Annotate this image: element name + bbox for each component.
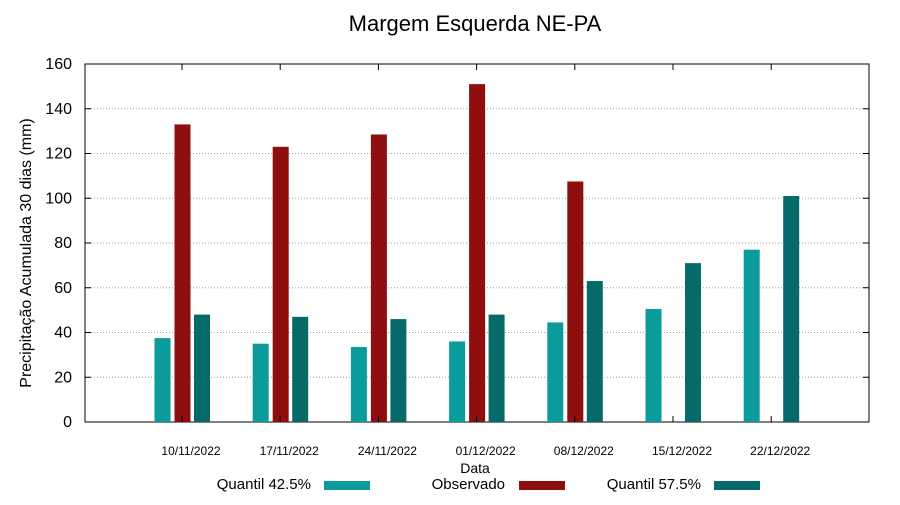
bar-observado-2	[370, 134, 387, 422]
x-tick-label: 22/12/2022	[750, 444, 810, 458]
bar-quantil-42-5-0	[154, 338, 171, 422]
legend-label: Observado	[432, 476, 505, 493]
y-tick-label: 40	[54, 325, 72, 342]
legend-swatch	[519, 481, 565, 490]
bar-quantil-42-5-2	[350, 347, 367, 422]
bar-quantil-57-5-4	[586, 281, 603, 422]
bar-quantil-42-5-4	[547, 322, 564, 422]
bar-quantil-42-5-6	[743, 249, 760, 422]
bar-quantil-57-5-6	[783, 196, 800, 422]
bar-quantil-42-5-5	[645, 309, 662, 422]
y-tick-label: 140	[45, 101, 72, 118]
bar-observado-4	[567, 181, 584, 422]
bar-quantil-57-5-2	[390, 319, 407, 422]
x-tick-label: 01/12/2022	[456, 444, 516, 458]
bar-quantil-57-5-0	[194, 314, 210, 422]
y-axis-label: Precipitação Acumulada 30 dias (mm)	[18, 118, 35, 387]
bar-quantil-57-5-3	[488, 314, 505, 422]
y-tick-label: 20	[54, 369, 72, 386]
x-tick-label: 08/12/2022	[554, 444, 614, 458]
bar-observado-0	[174, 124, 191, 422]
chart-title: Margem Esquerda NE-PA	[349, 11, 602, 36]
y-tick-label: 160	[45, 56, 72, 73]
legend-label: Quantil 57.5%	[607, 476, 701, 493]
y-tick-label: 100	[45, 190, 72, 207]
x-tick-label: 10/11/2022	[161, 444, 220, 458]
y-tick-label: 60	[54, 280, 72, 297]
y-tick-label: 80	[54, 235, 72, 252]
bar-observado-3	[469, 84, 486, 422]
x-tick-label: 15/12/2022	[652, 444, 712, 458]
legend-swatch	[324, 481, 370, 490]
legend-swatch	[714, 481, 760, 490]
bar-quantil-57-5-5	[685, 263, 701, 422]
bar-observado-1	[272, 146, 289, 422]
x-tick-label: 24/11/2022	[358, 444, 417, 458]
x-tick-label: 17/11/2022	[260, 444, 319, 458]
bar-quantil-42-5-1	[252, 343, 269, 422]
y-tick-label: 120	[45, 146, 72, 163]
bar-quantil-57-5-1	[292, 316, 309, 422]
legend-label: Quantil 42.5%	[217, 476, 311, 493]
bar-quantil-42-5-3	[449, 341, 466, 422]
x-axis-label: Data	[460, 460, 490, 476]
y-tick-label: 0	[63, 414, 72, 431]
